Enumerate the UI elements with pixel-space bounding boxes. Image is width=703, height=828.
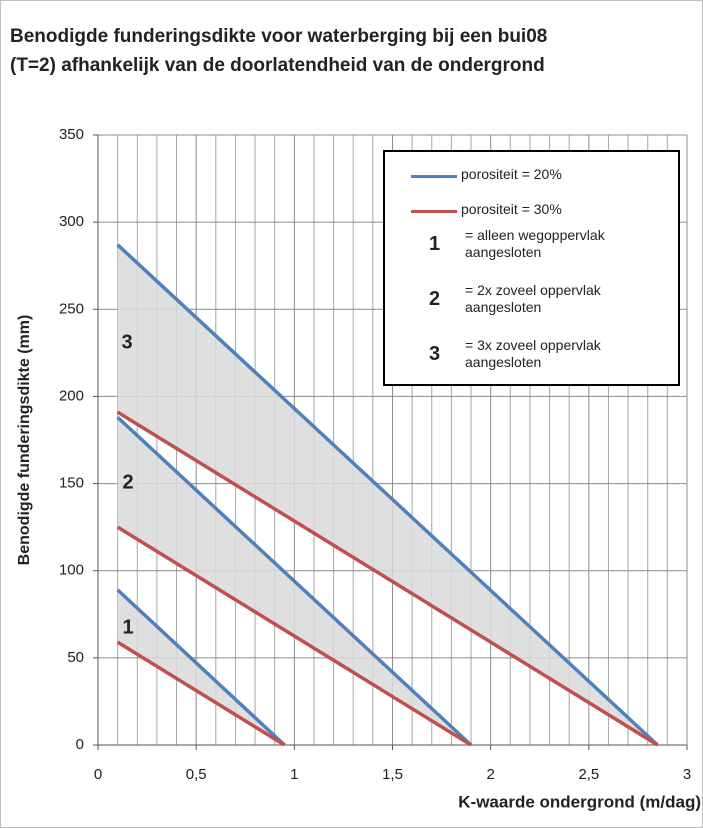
legend-label: porositeit = 20% — [461, 166, 562, 182]
x-tick-label: 0 — [94, 766, 102, 783]
y-tick-label: 50 — [67, 649, 84, 666]
x-tick-label: 2 — [486, 766, 494, 783]
legend-case-text: = 2x zoveel oppervlak aangesloten — [465, 282, 601, 315]
y-tick-label: 300 — [59, 213, 84, 230]
x-tick-label: 2,5 — [578, 766, 599, 783]
x-axis-label: K-waarde ondergrond (m/dag) — [458, 792, 701, 811]
legend-case-key: 3 — [429, 343, 441, 365]
x-tick-label: 3 — [683, 766, 691, 783]
x-tick-label: 1,5 — [382, 766, 403, 783]
line — [116, 416, 473, 747]
legend-swatch — [411, 175, 457, 178]
legend-case-text: = 3x zoveel oppervlak aangesloten — [465, 337, 601, 370]
case-label: 1 — [122, 616, 133, 638]
legend-case-key: 2 — [429, 288, 441, 310]
line — [116, 410, 659, 747]
legend: porositeit = 20% porositeit = 30% 1 = allee… — [383, 150, 680, 386]
x-tick-label: 1 — [290, 766, 298, 783]
y-tick-label: 350 — [59, 126, 84, 143]
y-tick-label: 0 — [76, 736, 84, 753]
y-tick-label: 200 — [59, 387, 84, 404]
y-tick-label: 150 — [59, 475, 84, 492]
line — [116, 525, 472, 747]
legend-case-text: = alleen wegoppervlak aangesloten — [465, 227, 605, 260]
case-label: 2 — [122, 471, 133, 493]
line — [116, 640, 286, 747]
y-axis-label: Benodigde funderingsdikte (mm) — [16, 315, 33, 566]
case-label: 3 — [121, 331, 132, 353]
y-tick-label: 250 — [59, 300, 84, 317]
legend-label: porositeit = 30% — [461, 201, 562, 217]
legend-case-key: 1 — [429, 233, 441, 255]
legend-swatch — [411, 210, 457, 213]
chart-title: Benodigde funderingsdikte voor waterberg… — [10, 26, 548, 76]
y-tick-label: 100 — [59, 562, 84, 579]
line — [116, 243, 659, 747]
line — [116, 588, 286, 747]
x-tick-label: 0,5 — [186, 766, 207, 783]
